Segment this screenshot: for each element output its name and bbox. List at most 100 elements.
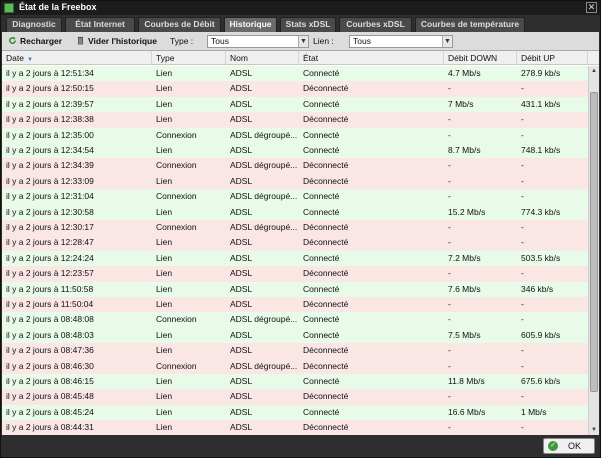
table-row[interactable]: il y a 2 jours à 08:46:30 Connexion ADSL d… xyxy=(2,358,588,374)
cell-up: 503.5 kb/s xyxy=(521,252,561,263)
grid-header: Date ▼ Type Nom État Débit DOWN Débit UP xyxy=(2,51,599,65)
table-row[interactable]: il y a 2 jours à 12:34:39 Connexion ADSL d… xyxy=(2,158,588,174)
cell-nom: ADSL dégroupé... xyxy=(230,129,298,140)
cell-down: 8.7 Mb/s xyxy=(448,145,481,155)
table-row[interactable]: il y a 2 jours à 08:48:03 Lien ADSL Connect… xyxy=(2,327,588,344)
close-icon[interactable]: ✕ xyxy=(586,2,597,13)
tab-diagnostic[interactable]: Diagnostic xyxy=(6,17,62,32)
table-row[interactable]: il y a 2 jours à 08:45:24 Lien ADSL Connect… xyxy=(2,404,588,421)
cell-date: il y a 2 jours à 08:46:30 xyxy=(6,360,94,371)
table-row[interactable]: il y a 2 jours à 12:30:58 Lien ADSL Connect… xyxy=(2,204,588,220)
column-header[interactable]: Type xyxy=(152,51,226,65)
cell-type: Lien xyxy=(156,237,173,248)
table-row[interactable]: il y a 2 jours à 12:24:24 Lien ADSL Connect… xyxy=(2,250,588,267)
cell-down: - xyxy=(448,114,451,125)
table-row[interactable]: il y a 2 jours à 08:48:08 Connexion ADSL d… xyxy=(2,312,588,328)
table-row[interactable]: il y a 2 jours à 12:31:04 Connexion ADSL d… xyxy=(2,189,588,205)
cell-down: 4.7 Mb/s xyxy=(448,68,481,78)
cell-down: - xyxy=(448,299,451,309)
cell-nom: ADSL xyxy=(230,283,253,294)
cell-down: 15.2 Mb/s xyxy=(448,206,486,217)
table-row[interactable]: il y a 2 jours à 12:50:15 Lien ADSL Déconne… xyxy=(2,81,588,97)
cell-etat: Connecté xyxy=(303,376,340,386)
ok-label: OK xyxy=(568,441,582,451)
freebox-app-icon xyxy=(4,3,14,13)
table-row[interactable]: il y a 2 jours à 08:45:48 Lien ADSL Déconne… xyxy=(2,389,588,405)
cell-down: 16.6 Mb/s xyxy=(448,406,486,417)
cell-nom: ADSL xyxy=(230,345,253,356)
cell-type: Lien xyxy=(156,268,173,279)
cell-etat: Déconnecté xyxy=(303,160,349,171)
cell-down: - xyxy=(448,360,451,371)
table-row[interactable]: il y a 2 jours à 12:38:38 Lien ADSL Déconne… xyxy=(2,112,588,128)
scroll-up-icon[interactable]: ▲ xyxy=(591,68,597,74)
cell-type: Lien xyxy=(156,145,173,155)
cell-etat: Connecté xyxy=(303,329,340,340)
tab-courbes-de-temp-rature[interactable]: Courbes de température xyxy=(415,17,525,32)
table-row[interactable]: il y a 2 jours à 08:46:15 Lien ADSL Connect… xyxy=(2,374,588,390)
title-bar: État de la Freebox ✕ xyxy=(1,1,600,15)
cell-nom: ADSL xyxy=(230,406,253,417)
cell-down: 7.6 Mb/s xyxy=(448,283,481,294)
cell-date: il y a 2 jours à 08:45:48 xyxy=(6,391,94,402)
cell-down: - xyxy=(448,175,451,186)
cell-etat: Connecté xyxy=(303,98,340,109)
tab-historique[interactable]: Historique xyxy=(224,17,277,32)
column-header[interactable]: Date ▼ xyxy=(2,51,152,65)
table-row[interactable]: il y a 2 jours à 12:34:54 Lien ADSL Connect… xyxy=(2,143,588,159)
link-filter-label: Lien : xyxy=(313,36,334,46)
table-row[interactable]: il y a 2 jours à 11:50:04 Lien ADSL Déconne… xyxy=(2,297,588,313)
table-row[interactable]: il y a 2 jours à 12:30:17 Connexion ADSL d… xyxy=(2,220,588,236)
table-row[interactable]: il y a 2 jours à 12:39:57 Lien ADSL Connect… xyxy=(2,96,588,113)
type-filter-select[interactable]: Tous ▼ xyxy=(207,35,309,48)
scrollbar-thumb[interactable] xyxy=(590,92,598,392)
cell-type: Connexion xyxy=(156,191,197,202)
table-row[interactable]: il y a 2 jours à 11:50:58 Lien ADSL Connect… xyxy=(2,281,588,297)
cell-date: il y a 2 jours à 12:50:15 xyxy=(6,83,94,94)
reload-button[interactable]: Recharger xyxy=(8,36,62,46)
cell-up: 675.6 kb/s xyxy=(521,376,561,386)
cell-up: - xyxy=(521,222,524,232)
cell-nom: ADSL dégroupé... xyxy=(230,191,298,202)
cell-up: - xyxy=(521,237,524,248)
cell-down: - xyxy=(448,391,451,402)
table-row[interactable]: il y a 2 jours à 12:23:57 Lien ADSL Déconne… xyxy=(2,266,588,282)
chevron-down-icon[interactable]: ▼ xyxy=(442,36,452,47)
cell-etat: Connecté xyxy=(303,406,340,417)
cell-up: 774.3 kb/s xyxy=(521,206,561,217)
table-row[interactable]: il y a 2 jours à 08:44:31 Lien ADSL Déconne… xyxy=(2,420,588,435)
table-row[interactable]: il y a 2 jours à 12:33:09 Lien ADSL Déconne… xyxy=(2,173,588,190)
scroll-down-icon[interactable]: ▼ xyxy=(591,427,597,433)
ok-button[interactable]: ✓ OK xyxy=(543,438,595,454)
cell-type: Lien xyxy=(156,175,173,186)
tab-courbes-xdsl[interactable]: Courbes xDSL xyxy=(339,17,412,32)
cell-date: il y a 2 jours à 12:35:00 xyxy=(6,129,94,140)
clear-history-button[interactable]: Vider l'historique xyxy=(76,36,157,46)
cell-date: il y a 2 jours à 12:30:17 xyxy=(6,222,94,232)
column-header[interactable]: État xyxy=(299,51,444,65)
table-row[interactable]: il y a 2 jours à 12:28:47 Lien ADSL Déconne… xyxy=(2,235,588,251)
tab-courbes-de-d-bit[interactable]: Courbes de Débit xyxy=(138,17,221,32)
cell-type: Lien xyxy=(156,299,173,309)
cell-down: 7.2 Mb/s xyxy=(448,252,481,263)
reload-icon xyxy=(9,36,16,44)
table-row[interactable]: il y a 2 jours à 12:35:00 Connexion ADSL d… xyxy=(2,127,588,143)
cell-nom: ADSL xyxy=(230,175,253,186)
cell-date: il y a 2 jours à 08:46:15 xyxy=(6,376,94,386)
cell-type: Connexion xyxy=(156,129,197,140)
column-header[interactable]: Débit DOWN xyxy=(444,51,517,65)
table-row[interactable]: il y a 2 jours à 08:47:36 Lien ADSL Déconne… xyxy=(2,343,588,359)
link-filter-select[interactable]: Tous ▼ xyxy=(349,35,453,48)
column-header[interactable]: Nom xyxy=(226,51,299,65)
cell-type: Lien xyxy=(156,114,173,125)
cell-type: Lien xyxy=(156,83,173,94)
table-row[interactable]: il y a 2 jours à 12:51:34 Lien ADSL Connect… xyxy=(2,66,588,82)
cell-type: Lien xyxy=(156,206,173,217)
cell-date: il y a 2 jours à 12:23:57 xyxy=(6,268,94,279)
column-header[interactable]: Débit UP xyxy=(517,51,588,65)
chevron-down-icon[interactable]: ▼ xyxy=(298,36,308,47)
tab-stats-xdsl[interactable]: Stats xDSL xyxy=(280,17,336,32)
cell-up: - xyxy=(521,360,524,371)
tab--tat-internet[interactable]: État Internet xyxy=(65,17,135,32)
vertical-scrollbar[interactable]: ▲ ▼ xyxy=(588,66,599,435)
